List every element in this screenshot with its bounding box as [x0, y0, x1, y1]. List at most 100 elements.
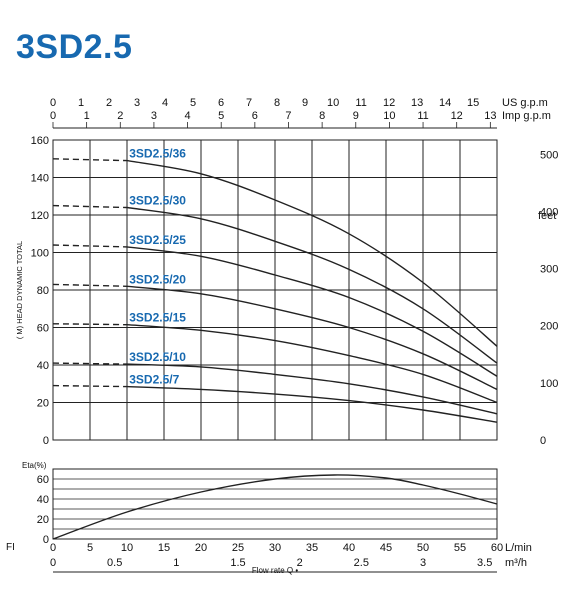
us-gpm-tick-label: 9 [302, 97, 308, 109]
m3h-tick-label: 2 [297, 557, 303, 569]
lmin-tick-label: 40 [343, 542, 355, 554]
us-gpm-tick-label: 13 [411, 97, 423, 109]
imp-gpm-tick-label: 4 [185, 110, 191, 122]
page-title: 3SD2.5 [16, 28, 133, 66]
head-y-tick-label: 100 [31, 248, 49, 260]
curve-label: 3SD2.5/20 [129, 272, 186, 286]
head-y-tick-label: 80 [37, 285, 49, 297]
feet-tick-label: 0 [540, 435, 546, 447]
curve-label: 3SD2.5/30 [129, 194, 186, 208]
eff-curve-line [52, 474, 498, 540]
us-gpm-tick-label: 14 [439, 97, 451, 109]
m3h-tick-label: 2.5 [354, 557, 369, 569]
lmin-tick-label: 0 [50, 542, 56, 554]
head-curves [52, 158, 498, 423]
feet-tick-label: 200 [540, 321, 558, 333]
imp-gpm-tick-label: 6 [252, 110, 258, 122]
curve-label: 3SD2.5/25 [129, 233, 186, 247]
imp-gpm-tick-label: 7 [285, 110, 291, 122]
eff-y-tick-label: 0 [43, 534, 49, 546]
imp-gpm-tick-label: 13 [484, 110, 496, 122]
lmin-tick-label: 10 [121, 542, 133, 554]
efficiency-curve [52, 474, 498, 540]
feet-tick-label: 300 [540, 264, 558, 276]
us-gpm-tick-label: 1 [78, 97, 84, 109]
head-curve-dashed [52, 244, 128, 248]
m3h-tick-label: 0.5 [107, 557, 122, 569]
us-gpm-tick-label: 12 [383, 97, 395, 109]
lmin-tick-label: 60 [491, 542, 503, 554]
bottom-flow-axes: 0 5 10 15 20 25 30 35 40 45 50 55 60 L/min 0 0.5 1 1.5 2 2.… [50, 542, 532, 575]
us-gpm-tick-label: 2 [106, 97, 112, 109]
m3h-tick-label: 1.5 [230, 557, 245, 569]
head-curve-dashed [52, 158, 128, 162]
top-flow-axes: 0 1 2 3 4 5 6 7 8 9 10 11 12 13 14 15 US g.p.m0 1 2 3 4 5 6 7 8 9… [50, 97, 551, 129]
curve-label: 3SD2.5/15 [129, 311, 186, 325]
head-curve [126, 385, 498, 423]
lmin-tick-label: 55 [454, 542, 466, 554]
us-gpm-tick-label: 15 [467, 97, 479, 109]
us-gpm-tick-label: 0 [50, 97, 56, 109]
m3h-tick-label: 1 [173, 557, 179, 569]
head-curve [126, 246, 498, 377]
head-curve-dashed [52, 362, 128, 365]
feet-tick-label: 100 [540, 378, 558, 390]
imp-gpm-tick-label: 2 [117, 110, 123, 122]
us-gpm-tick-label: 5 [190, 97, 196, 109]
head-curve-dashed [52, 384, 128, 388]
head-y-tick-label: 40 [37, 360, 49, 372]
efficiency-chart-grid: 0 20 40 60 Eta(%) FI [6, 461, 498, 553]
imp-gpm-tick-label: 12 [451, 110, 463, 122]
lmin-tick-label: 25 [232, 542, 244, 554]
lmin-tick-label: 50 [417, 542, 429, 554]
head-y-axis-label: ( M) HEAD DYNAMIC TOTAL [15, 241, 24, 339]
flow-rate-label: Flow rate Q • [252, 566, 299, 575]
head-y-tick-label: 160 [31, 135, 49, 147]
head-y-tick-label: 20 [37, 398, 49, 410]
head-curve-dashed [52, 283, 128, 287]
head-curve [126, 159, 498, 347]
lmin-tick-label: 20 [195, 542, 207, 554]
feet-tick-label: 500 [540, 149, 558, 161]
imp-gpm-tick-label: 5 [218, 110, 224, 122]
m3h-tick-label: 3.5 [477, 557, 492, 569]
eff-y-tick-label: 20 [37, 514, 49, 526]
lmin-tick-label: 45 [380, 542, 392, 554]
imp-gpm-tick-label: 1 [84, 110, 90, 122]
curve-label: 3SD2.5/10 [129, 350, 186, 364]
head-y-tick-label: 60 [37, 323, 49, 335]
us-gpm-tick-label: 8 [274, 97, 280, 109]
head-chart-grid: 0 20 40 60 80 100 120 140 160 ( M) HEAD DYNAMIC T… [15, 135, 558, 447]
head-curve [126, 206, 498, 364]
imp-gpm-tick-label: 8 [319, 110, 325, 122]
imp-gpm-tick-label: 11 [417, 110, 428, 122]
eff-y-axis-label: Eta(%) [22, 461, 47, 470]
head-curve-labels: 3SD2.5/36 3SD2.5/30 3SD2.5/25 3SD2.5/20 3SD2… [129, 147, 186, 387]
lmin-tick-label: 30 [269, 542, 281, 554]
lmin-tick-label: 15 [158, 542, 170, 554]
imp-gpm-tick-label: 0 [50, 110, 56, 122]
feet-axis-label: feet [538, 210, 556, 222]
lmin-tick-label: 5 [87, 542, 93, 554]
curve-label: 3SD2.5/7 [129, 373, 179, 387]
us-gpm-tick-label: 11 [355, 97, 366, 109]
head-curve-dashed [52, 204, 128, 209]
us-gpm-tick-label: 7 [246, 97, 252, 109]
head-curve [126, 324, 498, 404]
imp-gpm-tick-label: 9 [353, 110, 359, 122]
us-gpm-tick-label: 10 [327, 97, 339, 109]
eff-y-tick-label: 40 [37, 494, 49, 506]
head-y-tick-label: 0 [43, 435, 49, 447]
us-gpm-unit: US g.p.m [502, 97, 548, 109]
us-gpm-tick-label: 6 [218, 97, 224, 109]
us-gpm-tick-label: 4 [162, 97, 168, 109]
m3h-unit: m³/h [505, 557, 527, 569]
head-curve [126, 285, 498, 391]
head-curve [126, 363, 498, 415]
m3h-tick-label: 3 [420, 557, 426, 569]
imp-gpm-tick-label: 3 [151, 110, 157, 122]
m3h-tick-label: 0 [50, 557, 56, 569]
lmin-unit: L/min [505, 542, 532, 554]
lmin-tick-label: 35 [306, 542, 318, 554]
